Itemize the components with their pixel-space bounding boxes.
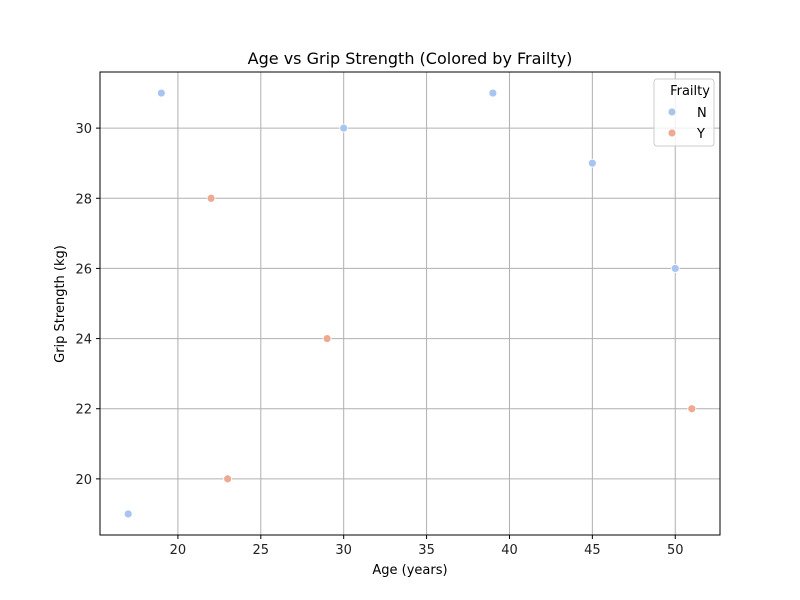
legend-marker-y (667, 128, 677, 138)
x-axis-label: Age (years) (372, 563, 447, 578)
data-point-n (488, 88, 498, 98)
x-tick-label: 45 (584, 543, 601, 558)
legend-label-n: N (697, 106, 707, 121)
data-point-y (322, 334, 332, 343)
chart-title: Age vs Grip Strength (Colored by Frailty… (248, 49, 573, 68)
data-point-n (156, 88, 166, 98)
axis-ticks: 20 25 30 35 40 45 50 20 22 24 26 28 30 (75, 122, 683, 558)
x-tick-label: 35 (418, 543, 435, 558)
legend-label-y: Y (696, 127, 705, 142)
legend-marker-n (667, 107, 677, 117)
x-tick-label: 25 (253, 543, 270, 558)
plot-area (99, 71, 721, 536)
y-tick-label: 30 (75, 122, 92, 137)
x-tick-label: 20 (170, 543, 187, 558)
y-tick-label: 28 (75, 192, 92, 207)
x-tick-label: 40 (501, 543, 518, 558)
grid (100, 72, 720, 535)
y-tick-label: 22 (75, 403, 92, 418)
x-tick-label: 30 (335, 543, 352, 558)
x-tick-label: 50 (667, 543, 684, 558)
legend-box (653, 78, 715, 147)
data-point-n (339, 123, 349, 133)
y-axis-label: Grip Strength (kg) (53, 245, 68, 363)
data-point-n (587, 158, 597, 168)
data-point-n (670, 264, 680, 273)
legend: Frailty NY (653, 78, 715, 147)
data-points (123, 88, 697, 519)
legend-entries: NY (667, 106, 707, 142)
data-point-y (687, 404, 697, 414)
y-tick-label: 20 (75, 473, 92, 488)
legend-title: Frailty (670, 84, 710, 99)
data-point-n (123, 509, 133, 519)
y-tick-label: 24 (75, 333, 92, 348)
y-tick-label: 26 (75, 262, 92, 277)
data-point-y (223, 474, 233, 484)
data-point-y (206, 193, 216, 203)
